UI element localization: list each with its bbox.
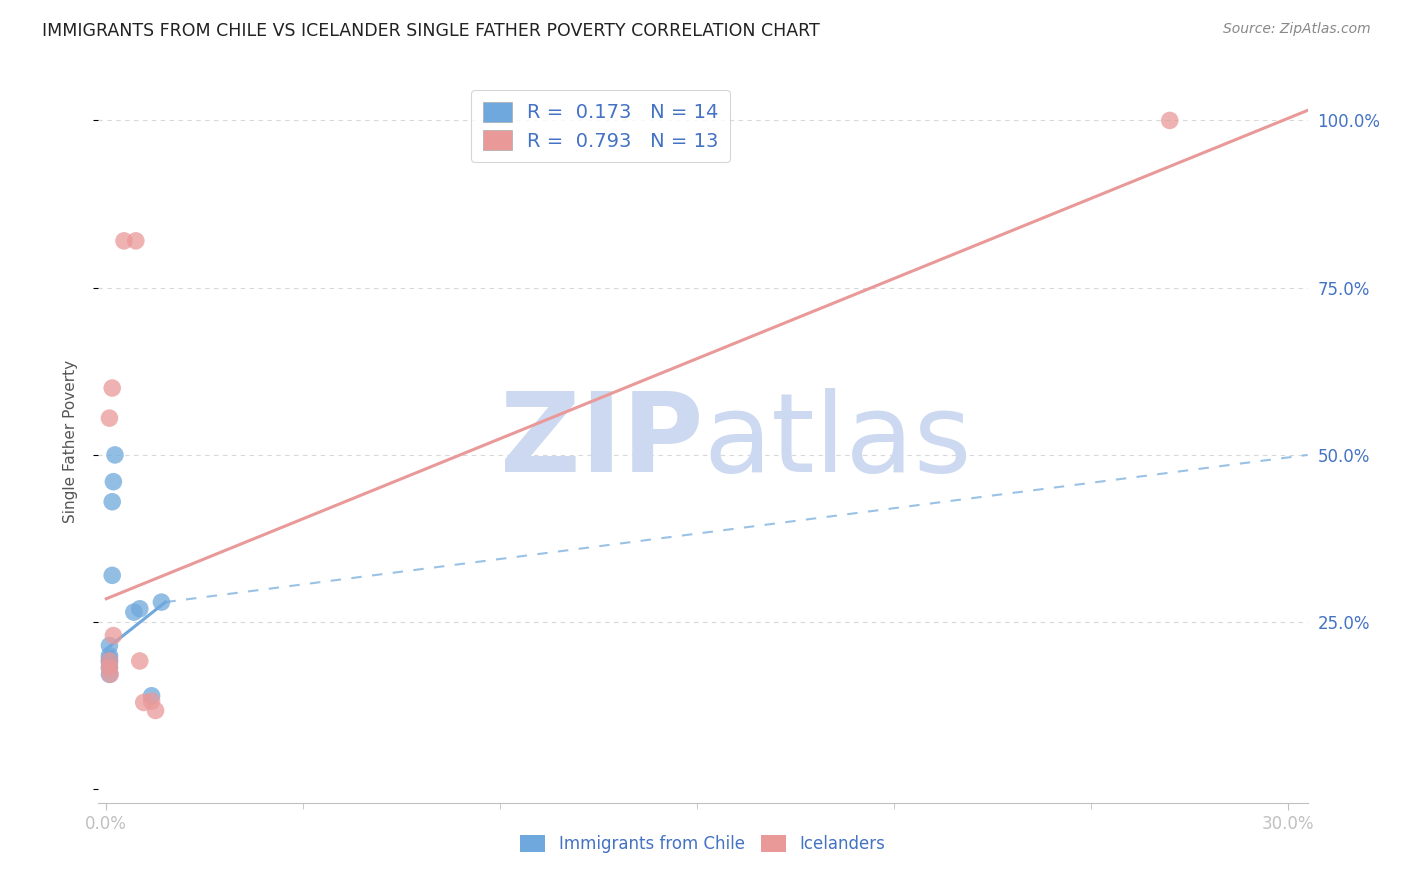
Point <box>98 652 121 666</box>
Point <box>128 654 150 668</box>
Point <box>141 689 163 703</box>
Point <box>101 381 124 395</box>
Point <box>98 654 121 668</box>
Point <box>98 667 121 681</box>
Point <box>103 475 125 489</box>
Point <box>98 639 121 653</box>
Point <box>98 655 121 669</box>
Point <box>98 660 121 675</box>
Point <box>103 628 125 642</box>
Point <box>122 605 145 619</box>
Point <box>1159 113 1181 128</box>
Point <box>104 448 127 462</box>
Point <box>98 667 121 681</box>
Point <box>141 694 163 708</box>
Point <box>132 696 155 710</box>
Text: ZIP: ZIP <box>499 388 703 495</box>
Point <box>98 660 121 675</box>
Point <box>145 703 167 717</box>
Point <box>125 234 148 248</box>
Point <box>98 648 121 663</box>
Point <box>128 602 150 616</box>
Legend: Immigrants from Chile, Icelanders: Immigrants from Chile, Icelanders <box>513 828 893 860</box>
Point <box>112 234 135 248</box>
Point <box>101 568 124 582</box>
Point <box>150 595 173 609</box>
Y-axis label: Single Father Poverty: Single Father Poverty <box>63 360 77 523</box>
Text: atlas: atlas <box>703 388 972 495</box>
Text: IMMIGRANTS FROM CHILE VS ICELANDER SINGLE FATHER POVERTY CORRELATION CHART: IMMIGRANTS FROM CHILE VS ICELANDER SINGL… <box>42 22 820 40</box>
Text: Source: ZipAtlas.com: Source: ZipAtlas.com <box>1223 22 1371 37</box>
Point <box>101 494 124 508</box>
Point <box>98 411 121 425</box>
